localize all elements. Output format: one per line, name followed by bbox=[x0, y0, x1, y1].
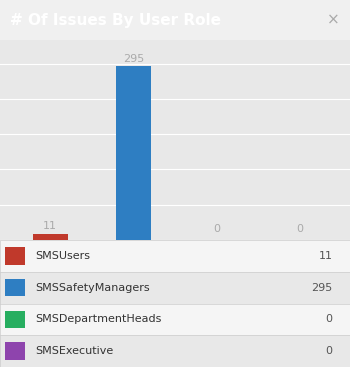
Text: SMSSafetyManagers: SMSSafetyManagers bbox=[35, 283, 150, 292]
FancyBboxPatch shape bbox=[5, 247, 25, 265]
Text: 0: 0 bbox=[326, 346, 332, 356]
FancyBboxPatch shape bbox=[5, 310, 25, 328]
Text: 295: 295 bbox=[123, 54, 144, 63]
Text: 0: 0 bbox=[296, 224, 303, 234]
Text: 11: 11 bbox=[43, 221, 57, 230]
FancyBboxPatch shape bbox=[0, 304, 350, 335]
FancyBboxPatch shape bbox=[5, 342, 25, 360]
Text: SMSUsers: SMSUsers bbox=[35, 251, 90, 261]
FancyBboxPatch shape bbox=[0, 240, 350, 272]
Text: 0: 0 bbox=[213, 224, 220, 234]
Text: # Of Issues By User Role: # Of Issues By User Role bbox=[10, 12, 222, 28]
Text: ×: × bbox=[327, 12, 340, 28]
Text: 0: 0 bbox=[326, 315, 332, 324]
FancyBboxPatch shape bbox=[0, 335, 350, 367]
FancyBboxPatch shape bbox=[5, 279, 25, 297]
Text: SMSExecutive: SMSExecutive bbox=[35, 346, 113, 356]
Text: SMSDepartmentHeads: SMSDepartmentHeads bbox=[35, 315, 161, 324]
Text: 11: 11 bbox=[318, 251, 332, 261]
Bar bbox=[116, 66, 151, 240]
FancyBboxPatch shape bbox=[0, 272, 350, 304]
Bar bbox=[33, 233, 68, 240]
Text: 295: 295 bbox=[311, 283, 332, 292]
